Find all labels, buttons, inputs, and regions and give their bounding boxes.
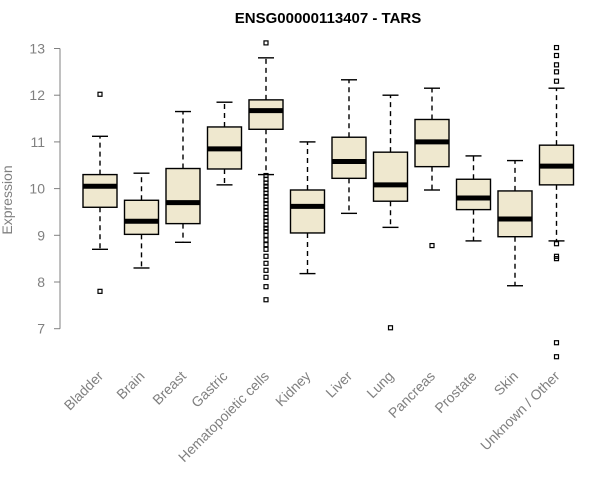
x-tick-label: Prostate bbox=[431, 368, 479, 416]
box-liver bbox=[331, 79, 367, 215]
outlier-point bbox=[263, 274, 269, 280]
outlier-point bbox=[553, 241, 560, 247]
outlier-point bbox=[553, 256, 560, 262]
box-bladder bbox=[82, 91, 118, 294]
outlier-point bbox=[553, 52, 560, 59]
outlier-point bbox=[553, 78, 560, 84]
outlier-point bbox=[263, 180, 269, 186]
y-tick-label: 12 bbox=[29, 87, 45, 103]
outlier-point bbox=[263, 267, 269, 273]
box-unknown-other bbox=[538, 44, 575, 360]
box-brain bbox=[123, 172, 160, 269]
box-lung bbox=[372, 94, 409, 331]
iqr-box bbox=[455, 178, 492, 211]
outlier-point bbox=[429, 242, 435, 249]
x-tick-label: Unknown / Other bbox=[477, 368, 563, 454]
iqr-box bbox=[331, 136, 367, 180]
y-axis: 7 8 9 10 11 12 13 bbox=[29, 41, 61, 337]
outlier-point bbox=[263, 297, 269, 303]
box-kidney bbox=[289, 141, 326, 275]
outlier-point bbox=[263, 183, 269, 189]
box-skin bbox=[497, 159, 533, 287]
iqr-box bbox=[497, 190, 533, 238]
outlier-point bbox=[97, 91, 103, 97]
outlier-point bbox=[387, 325, 394, 331]
outlier-point bbox=[263, 284, 269, 290]
outlier-point bbox=[263, 222, 269, 228]
box-prostate bbox=[455, 155, 492, 242]
y-tick-label: 13 bbox=[29, 41, 45, 57]
iqr-box bbox=[289, 189, 326, 234]
box-gastric bbox=[206, 101, 243, 186]
outlier-point bbox=[263, 232, 269, 238]
outlier-point bbox=[263, 260, 269, 266]
x-tick-label: Skin bbox=[491, 368, 522, 399]
x-tick-label: Brain bbox=[113, 368, 147, 402]
outlier-point bbox=[263, 253, 269, 259]
y-tick-label: 9 bbox=[37, 227, 45, 243]
x-tick-label: Lung bbox=[363, 368, 396, 401]
box-breast bbox=[165, 110, 201, 244]
iqr-box bbox=[372, 151, 409, 202]
y-axis-label: Expression bbox=[0, 165, 15, 234]
y-tick-label: 11 bbox=[30, 134, 45, 150]
x-tick-label: Breast bbox=[149, 368, 189, 408]
outlier-point bbox=[553, 44, 560, 51]
outlier-point bbox=[553, 354, 560, 360]
iqr-box bbox=[82, 173, 118, 208]
outlier-point bbox=[263, 242, 269, 248]
x-tick-label: Bladder bbox=[61, 368, 107, 414]
box-pancreas bbox=[414, 87, 450, 249]
outlier-point bbox=[263, 190, 269, 196]
iqr-box bbox=[165, 167, 201, 225]
x-tick-label: Kidney bbox=[272, 368, 314, 410]
outlier-point bbox=[263, 197, 269, 203]
outlier-point bbox=[263, 204, 269, 210]
outlier-point bbox=[553, 340, 560, 346]
outlier-point bbox=[97, 288, 103, 294]
outlier-point bbox=[553, 69, 560, 75]
box-hematopoietic-cells bbox=[248, 40, 284, 303]
outlier-point bbox=[263, 211, 269, 217]
y-tick-label: 7 bbox=[37, 321, 45, 337]
iqr-box bbox=[248, 99, 284, 130]
chart-title: ENSG00000113407 - TARS bbox=[235, 10, 422, 27]
y-tick-label: 8 bbox=[37, 274, 45, 290]
outlier-point bbox=[263, 40, 269, 46]
boxes-group bbox=[82, 40, 575, 360]
x-tick-label: Liver bbox=[322, 368, 355, 401]
iqr-box bbox=[123, 199, 160, 236]
outlier-point bbox=[263, 237, 269, 243]
outlier-point bbox=[263, 246, 269, 252]
outlier-point bbox=[553, 62, 560, 68]
y-tick-label: 10 bbox=[29, 181, 45, 197]
outlier-point bbox=[263, 225, 269, 231]
